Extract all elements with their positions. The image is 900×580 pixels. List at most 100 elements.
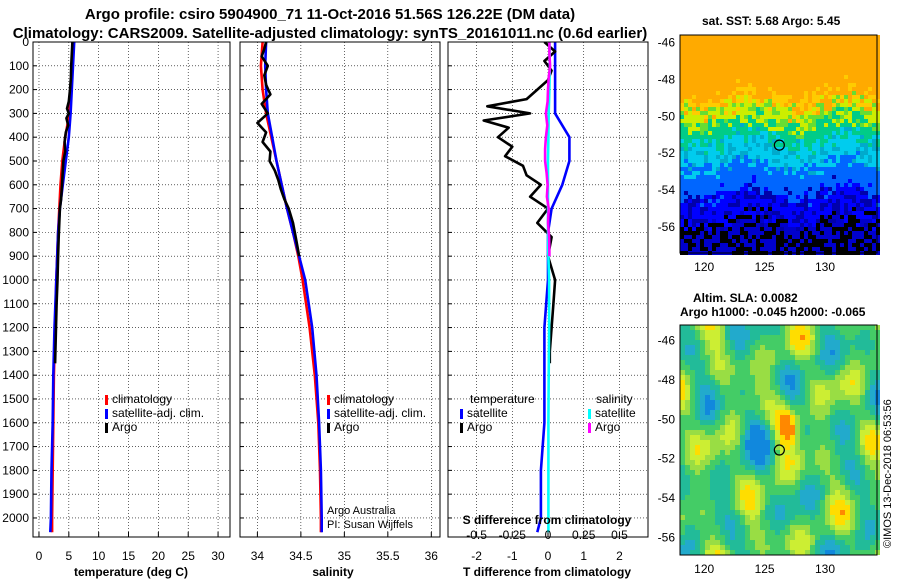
sla-cell (710, 540, 715, 545)
sla-cell (755, 375, 760, 380)
sst-cell (796, 59, 800, 63)
sst-cell (684, 247, 688, 251)
sst-cell (728, 99, 732, 103)
sla-cell (815, 485, 820, 490)
sst-cell (696, 227, 700, 231)
sla-cell (755, 495, 760, 500)
sst-cell (688, 247, 692, 251)
sla-cell (745, 325, 750, 330)
sst-cell (752, 103, 756, 107)
sst-cell (852, 227, 856, 231)
sst-cell (808, 95, 812, 99)
sst-cell (800, 139, 804, 143)
sst-cell (836, 207, 840, 211)
sla-cell (760, 375, 765, 380)
sla-cell (715, 400, 720, 405)
sst-cell (764, 51, 768, 55)
sst-cell (752, 155, 756, 159)
sla-cell (820, 425, 825, 430)
sst-cell (708, 107, 712, 111)
sla-cell (795, 445, 800, 450)
sla-cell (705, 550, 710, 555)
sla-cell (680, 405, 685, 410)
sst-cell (820, 99, 824, 103)
sst-cell (736, 47, 740, 51)
sst-cell (824, 59, 828, 63)
sst-cell (820, 175, 824, 179)
sst-cell (704, 159, 708, 163)
sst-cell (872, 95, 876, 99)
sst-cell (824, 195, 828, 199)
sst-cell (812, 63, 816, 67)
sst-cell (720, 175, 724, 179)
sst-cell (716, 151, 720, 155)
sst-cell (712, 219, 716, 223)
sst-cell (760, 151, 764, 155)
sla-cell (760, 355, 765, 360)
sla-cell (780, 360, 785, 365)
sst-cell (748, 131, 752, 135)
sst-cell (856, 171, 860, 175)
sla-cell (855, 515, 860, 520)
sst-cell (728, 79, 732, 83)
sst-cell (844, 71, 848, 75)
sst-cell (848, 83, 852, 87)
sst-cell (816, 123, 820, 127)
sla-cell (780, 535, 785, 540)
sla-cell (765, 450, 770, 455)
sla-cell (745, 465, 750, 470)
sst-cell (840, 51, 844, 55)
sst-cell (736, 119, 740, 123)
sla-cell (815, 385, 820, 390)
sst-cell (688, 35, 692, 39)
sla-cell (855, 385, 860, 390)
sst-cell (820, 115, 824, 119)
sla-cell (705, 470, 710, 475)
sst-cell (804, 227, 808, 231)
sla-cell (760, 490, 765, 495)
sla-cell (695, 440, 700, 445)
sst-cell (820, 103, 824, 107)
sla-cell (745, 455, 750, 460)
sst-cell (700, 39, 704, 43)
sla-cell (715, 370, 720, 375)
sla-cell (690, 345, 695, 350)
sla-cell (705, 345, 710, 350)
sst-cell (812, 87, 816, 91)
sst-cell (872, 235, 876, 239)
salinity-xtick-label: 34.5 (289, 549, 313, 563)
sla-cell (695, 425, 700, 430)
sla-cell (775, 420, 780, 425)
sst-cell (680, 59, 684, 63)
sla-cell (735, 395, 740, 400)
sla-cell (815, 480, 820, 485)
sst-cell (740, 59, 744, 63)
sst-cell (848, 123, 852, 127)
sst-cell (696, 103, 700, 107)
sla-cell (815, 500, 820, 505)
sst-cell (756, 155, 760, 159)
sla-cell (710, 395, 715, 400)
sla-cell (865, 495, 870, 500)
sla-cell (860, 480, 865, 485)
sst-cell (824, 191, 828, 195)
sla-cell (780, 355, 785, 360)
difference-line-temperature-argo (482, 42, 557, 364)
sst-cell (692, 83, 696, 87)
sst-cell (736, 55, 740, 59)
sst-cell (836, 59, 840, 63)
sla-cell (690, 525, 695, 530)
sst-cell (700, 111, 704, 115)
sst-cell (860, 167, 864, 171)
sla-cell (785, 475, 790, 480)
sla-cell (805, 420, 810, 425)
sst-cell (800, 127, 804, 131)
sst-cell (860, 183, 864, 187)
sst-cell (788, 231, 792, 235)
sst-cell (780, 63, 784, 67)
sst-cell (724, 159, 728, 163)
sla-cell (750, 550, 755, 555)
sla-cell (815, 380, 820, 385)
sst-cell (784, 87, 788, 91)
sla-cell (805, 370, 810, 375)
